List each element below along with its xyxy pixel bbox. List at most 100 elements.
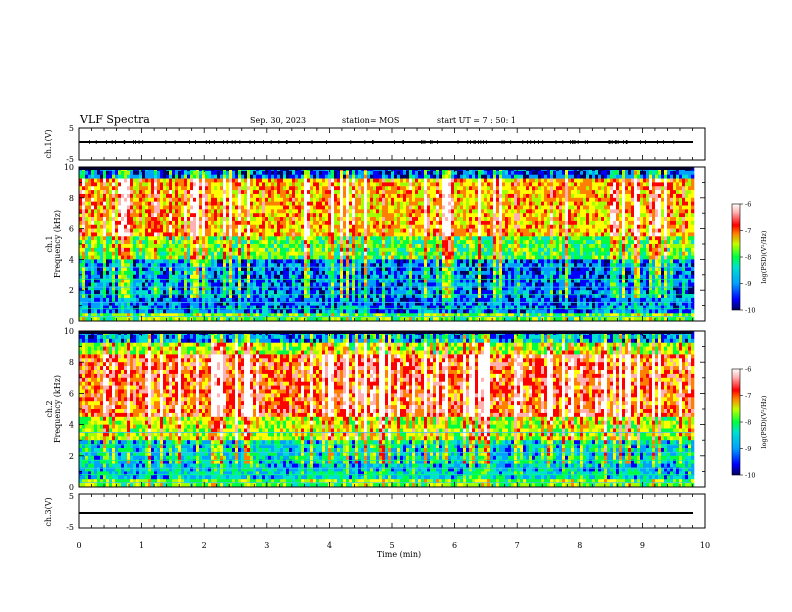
ch1-spectrogram-cell bbox=[226, 213, 230, 218]
ch1-spectrogram-cell bbox=[304, 309, 308, 314]
ch1-spectrogram-cell bbox=[379, 232, 383, 237]
ch1-spectrogram-cell bbox=[187, 232, 191, 237]
ch1-spectrogram-cell bbox=[124, 270, 128, 276]
ch1-spectrogram-cell bbox=[364, 282, 368, 287]
ch1-spectrogram-cell bbox=[223, 274, 227, 279]
ch1-spectrogram-cell bbox=[436, 236, 440, 241]
ch1-spectrogram-cell bbox=[373, 282, 377, 287]
ch1-spectrogram-cell bbox=[115, 170, 119, 175]
ch1-spectrogram-cell bbox=[352, 255, 356, 260]
ch1-spectrogram-cell bbox=[166, 182, 170, 187]
ch1-spectrogram-cell bbox=[136, 236, 140, 241]
ch1-spectrogram-cell bbox=[181, 270, 185, 276]
ch1-spectrogram-cell bbox=[136, 193, 140, 199]
ch1-spectrogram-cell bbox=[247, 297, 251, 303]
ch1-spectrogram-cell bbox=[271, 201, 275, 206]
ch1-spectrogram-cell bbox=[292, 182, 296, 187]
ch1-spectrogram-cell bbox=[166, 217, 170, 222]
ch1-spectrogram-cell bbox=[196, 290, 200, 295]
ch1-spectrogram-cell bbox=[211, 294, 215, 299]
ch1-spectrogram-cell bbox=[211, 267, 215, 272]
ch1-spectrogram-cell bbox=[94, 278, 98, 283]
ch1-spectrogram-cell bbox=[148, 247, 152, 252]
ch1-spectrogram-cell bbox=[274, 209, 278, 214]
ch1-spectrogram-cell bbox=[424, 220, 428, 226]
ch1-spectrogram-cell bbox=[112, 209, 116, 214]
ch1-spectrogram-cell bbox=[349, 317, 353, 321]
ch1-spectrogram-cell bbox=[196, 301, 200, 306]
ch1-spectrogram-cell bbox=[199, 247, 203, 252]
ch1-spectrogram-cell bbox=[358, 294, 362, 299]
ch1-spectrogram-cell bbox=[145, 259, 149, 264]
ch1-spectrogram-cell bbox=[379, 259, 383, 264]
ch1-spectrogram-cell bbox=[337, 255, 341, 260]
ch1-spectrogram-cell bbox=[100, 201, 104, 206]
ch1-spectrogram-cell bbox=[373, 294, 377, 299]
ch1-spectrogram-cell bbox=[295, 232, 299, 237]
ch1-spectrogram-cell bbox=[388, 282, 392, 287]
ch1-spectrogram-cell bbox=[430, 247, 434, 252]
ch1-spectrogram-cell bbox=[409, 259, 413, 264]
ch1-spectrogram-cell bbox=[325, 174, 329, 179]
ch1-spectrogram-cell bbox=[259, 197, 263, 202]
ch1-spectrogram-cell bbox=[244, 174, 248, 179]
ch1-spectrogram-cell bbox=[154, 174, 158, 179]
ch1-spectrogram-cell bbox=[385, 317, 389, 321]
ch1-spectrogram-cell bbox=[286, 244, 290, 249]
ch1-spectrogram-cell bbox=[424, 255, 428, 260]
ch1-spectrogram-cell bbox=[316, 240, 320, 245]
ch1-spectrogram-cell bbox=[262, 286, 266, 291]
ch1-spectrogram-cell bbox=[187, 224, 191, 229]
ch1-spectrogram-cell bbox=[334, 228, 338, 233]
ch1-spectrogram-cell bbox=[133, 240, 137, 245]
ch1-spectrogram-cell bbox=[226, 232, 230, 237]
ch1-spectrogram-cell bbox=[244, 209, 248, 214]
ch1-spectrogram-cell bbox=[358, 267, 362, 272]
ch1-spectrogram-cell bbox=[367, 182, 371, 187]
ch1-spectrogram-cell bbox=[406, 317, 410, 321]
ch1-spectrogram-cell bbox=[304, 220, 308, 226]
ch1-spectrogram-cell bbox=[88, 197, 92, 202]
ch1-spectrogram-cell bbox=[172, 205, 176, 210]
ch1-spectrogram-cell bbox=[199, 297, 203, 303]
ch1-spectrogram-cell bbox=[295, 305, 299, 310]
ch1-spectrogram-cell bbox=[322, 186, 326, 191]
ch1-spectrogram-cell bbox=[364, 305, 368, 310]
ch1-spectrogram-cell bbox=[391, 186, 395, 191]
ch1-spectrogram-cell bbox=[295, 220, 299, 226]
ch1-spectrogram-cell bbox=[400, 232, 404, 237]
ch1-spectrogram-cell bbox=[211, 259, 215, 264]
ch1-spectrogram-cell bbox=[295, 213, 299, 218]
ch1-spectrogram-cell bbox=[292, 286, 296, 291]
ch1-spectrogram-cell bbox=[241, 305, 245, 310]
ch1-spectrogram-cell bbox=[334, 282, 338, 287]
ch1-spectrogram-cell bbox=[280, 270, 284, 276]
ch1-spectrogram-cell bbox=[115, 259, 119, 264]
ch1-spectrogram-cell bbox=[199, 294, 203, 299]
ch1-spectrogram-cell bbox=[250, 220, 254, 226]
ch1-spectrogram-cell bbox=[397, 282, 401, 287]
ch1-spectrogram-cell bbox=[385, 240, 389, 245]
ch1-spectrogram-cell bbox=[142, 247, 146, 252]
ch1-spectrogram-cell bbox=[190, 294, 194, 299]
ch1-spectrogram-cell bbox=[247, 174, 251, 179]
ch1-spectrogram-cell bbox=[376, 294, 380, 299]
ch1-spectrogram-cell bbox=[340, 282, 344, 287]
ch1-spectrogram-cell bbox=[238, 228, 242, 233]
ch1-spectrogram-cell bbox=[106, 301, 110, 306]
ch1-spectrogram-cell bbox=[244, 247, 248, 252]
ch1-spectrogram-cell bbox=[238, 301, 242, 306]
ch1-spectrogram-cell bbox=[370, 313, 374, 318]
ch1-spectrogram-cell bbox=[106, 228, 110, 233]
ch1-spectrogram-cell bbox=[220, 186, 224, 191]
ch1-spectrogram-cell bbox=[316, 309, 320, 314]
ch1-spectrogram-cell bbox=[118, 232, 122, 237]
ch1-spectrogram-cell bbox=[169, 178, 173, 183]
ch1-spectrogram-cell bbox=[106, 240, 110, 245]
ch1-spectrogram-cell bbox=[358, 282, 362, 287]
ch1-spectrogram-cell bbox=[388, 224, 392, 229]
ch1-spectrogram-cell bbox=[79, 217, 83, 222]
ch1-spectrogram-cell bbox=[244, 274, 248, 279]
ch1-spectrogram-cell bbox=[412, 209, 416, 214]
ch1-spectrogram-cell bbox=[289, 201, 293, 206]
